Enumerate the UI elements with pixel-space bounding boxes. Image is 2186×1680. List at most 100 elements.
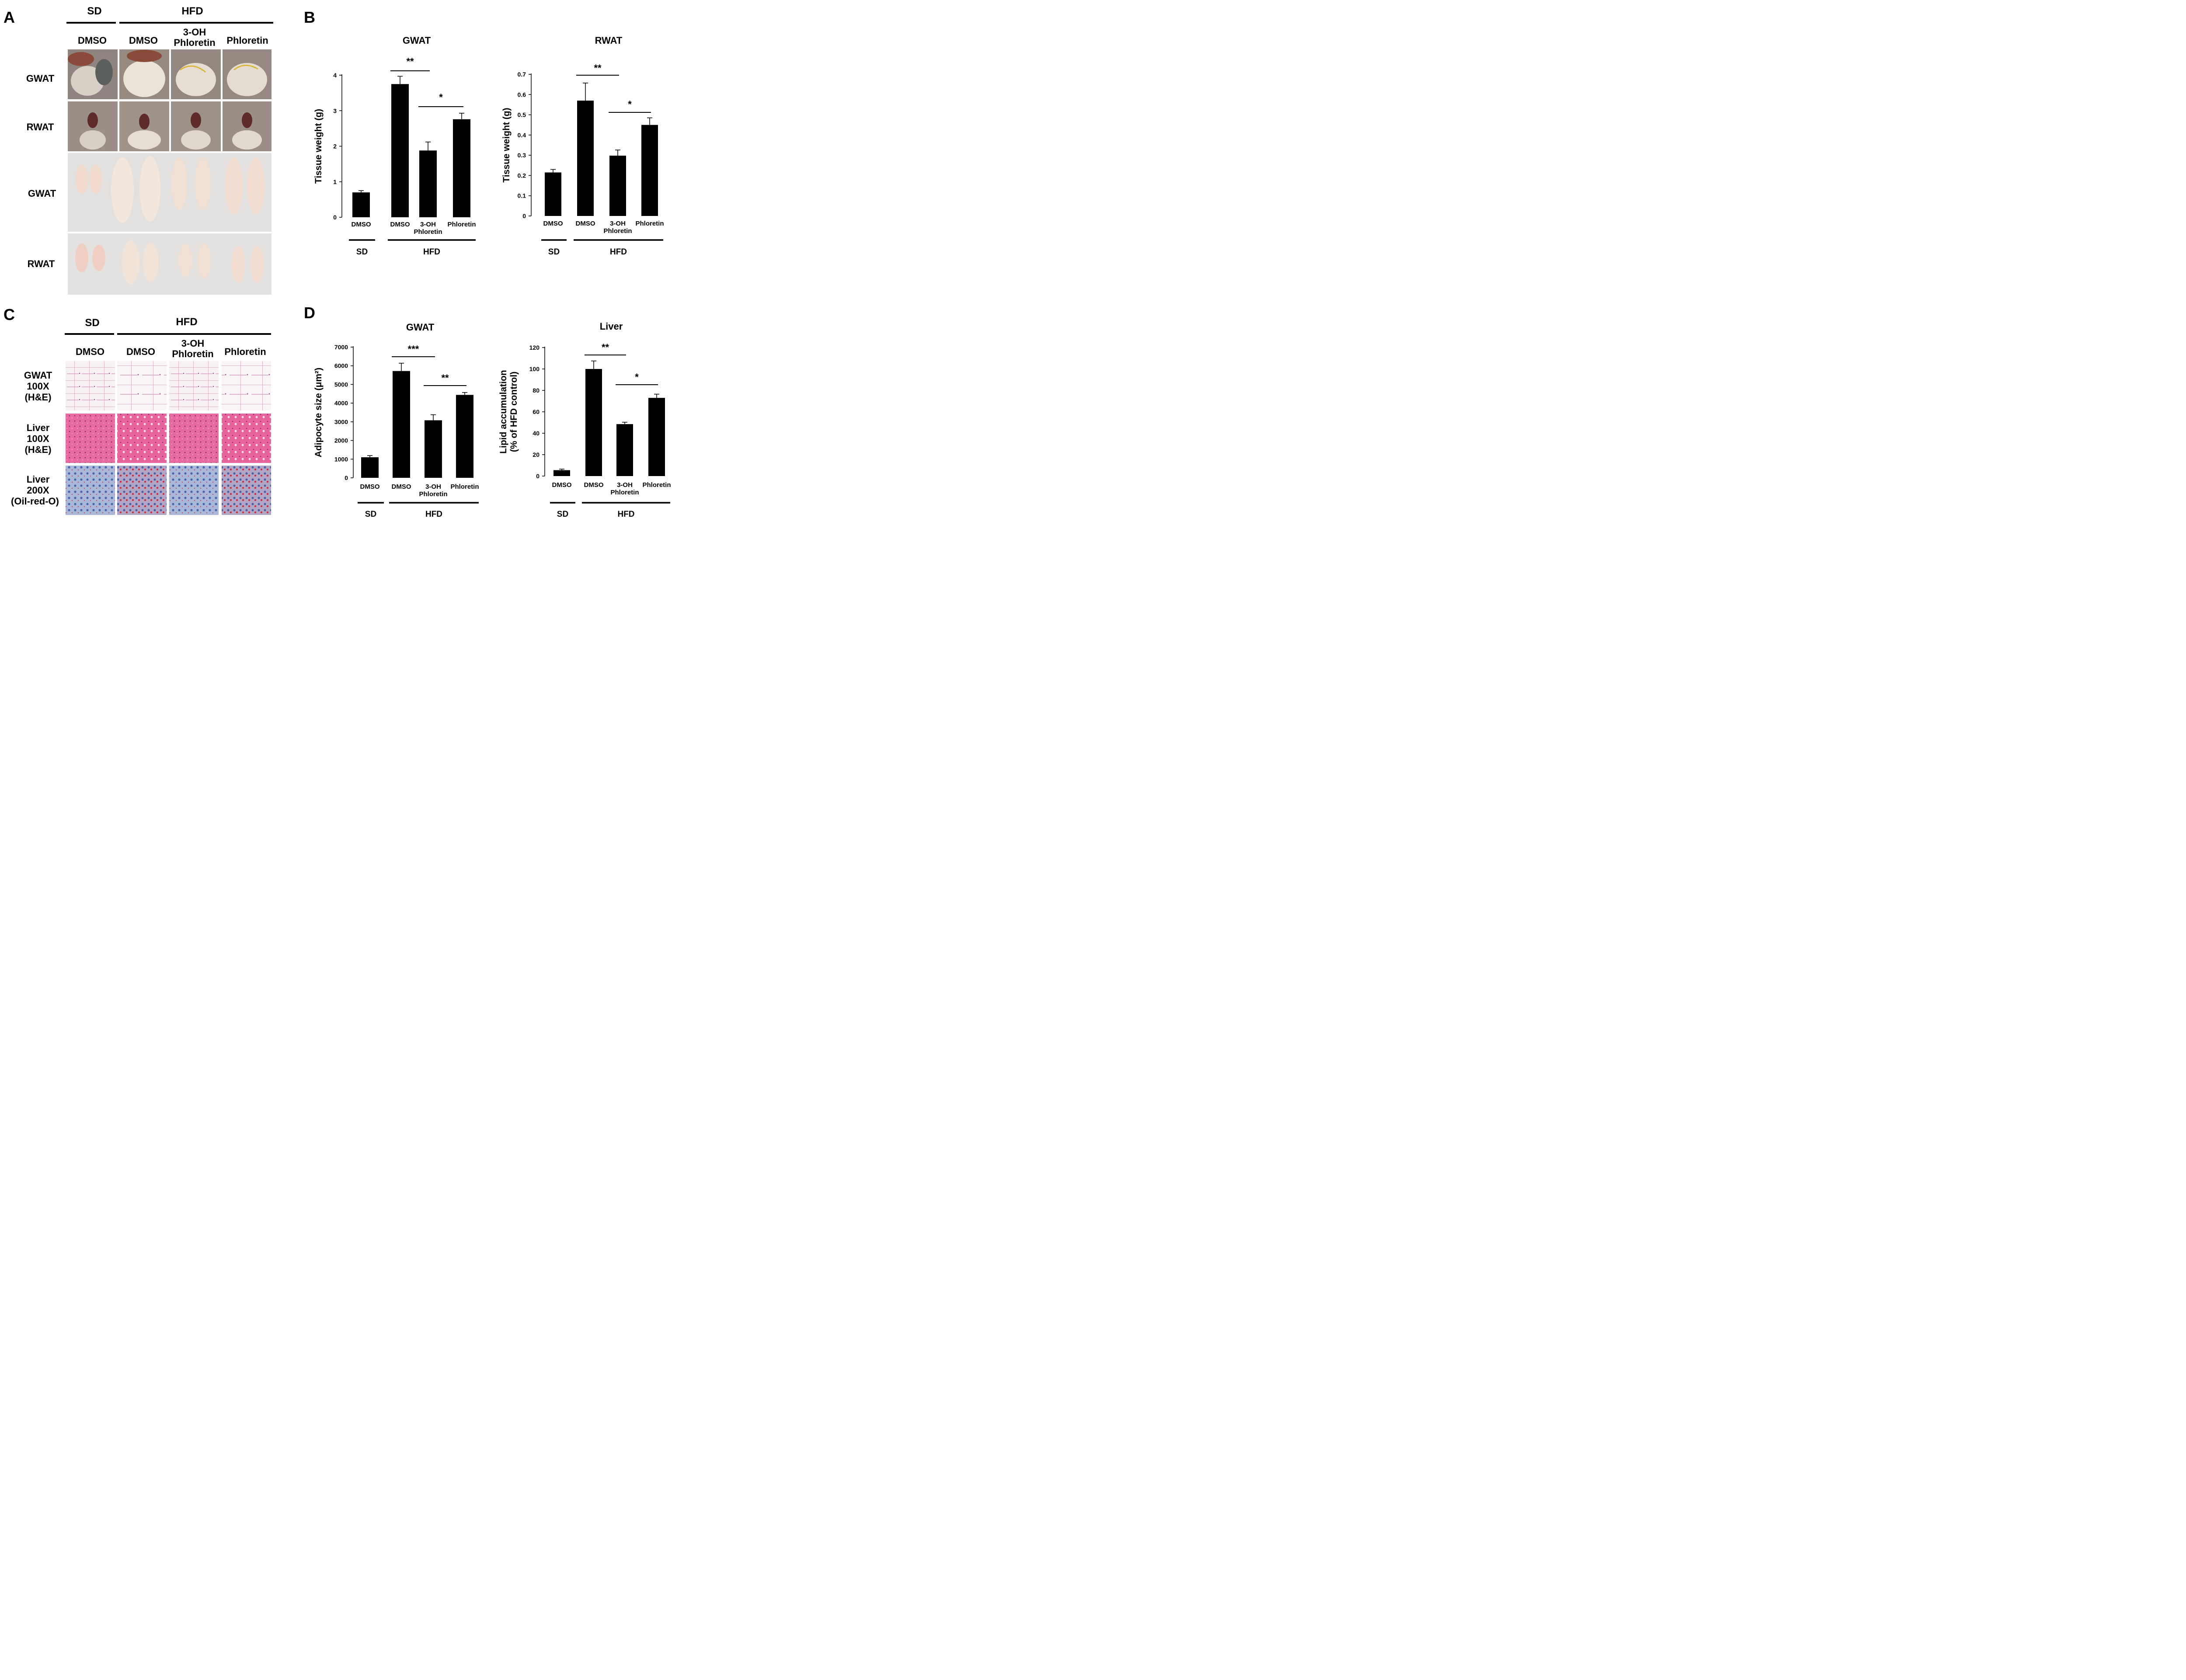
significance-label: **: [406, 56, 414, 67]
y-tick-label: 5000: [334, 381, 348, 388]
panel-a-col-3oh-line1: 3-OH: [183, 27, 206, 38]
y-tick-label: 4000: [334, 400, 348, 407]
y-tick-label: 100: [529, 365, 540, 372]
y-tick-label: 2: [333, 143, 337, 150]
y-tick-label: 60: [533, 408, 540, 415]
svg-text:(H&E): (H&E): [24, 392, 51, 403]
panel-letter-b: B: [304, 8, 315, 26]
chart-d-liver: Liver 0 20 40 60 80 100 120 Lipid accumulation (%…: [498, 321, 671, 519]
group-label: HFD: [617, 510, 634, 519]
svg-text:200X: 200X: [27, 485, 49, 496]
group-label: HFD: [425, 510, 442, 519]
bar: [553, 470, 570, 476]
chart-d-gwat: GWAT 0 1000 2000 3000 4000 5000 6000 7000 Adipocy…: [313, 322, 479, 519]
panel-c-row-label: GWAT 100X (H&E): [24, 370, 52, 403]
panel-letter-c: C: [3, 306, 15, 323]
x-tick-label: DMSO: [390, 221, 410, 228]
bar: [641, 125, 658, 216]
micrograph-liver-oil-3oh: [169, 466, 219, 515]
x-tick-label: 3-OH: [425, 483, 441, 490]
x-tick-label: Phloretin: [414, 228, 442, 236]
panel-c-row-label: Liver 100X (H&E): [24, 422, 51, 455]
y-tick-label: 0.6: [518, 91, 526, 98]
panel-a-row-label: GWAT: [28, 188, 56, 199]
panel-c-col-phloretin: Phloretin: [224, 346, 266, 357]
panel-c-col-hfd-dmso: DMSO: [126, 346, 155, 357]
panel-c-group-hfd: HFD: [176, 316, 197, 328]
bar: [391, 84, 409, 217]
y-tick-label: 6000: [334, 362, 348, 369]
y-axis-label: Tissue weight (g): [313, 109, 324, 184]
significance-label: ***: [408, 344, 419, 355]
y-tick-label: 20: [533, 451, 540, 458]
panel-c-group-sd: SD: [85, 317, 99, 329]
micrograph-liver-he-sd: [66, 414, 115, 463]
micrograph-gwat-hfd: [117, 361, 167, 410]
x-tick-label: Phloretin: [419, 490, 447, 498]
panel-letter-d: D: [304, 304, 315, 322]
x-tick-label: DMSO: [576, 220, 595, 227]
bar: [577, 101, 594, 216]
micrograph-gwat-phloretin: [222, 361, 271, 410]
micrograph-liver-oil-sd: [66, 466, 115, 515]
panel-c-col-3oh-line1: 3-OH: [181, 338, 205, 349]
x-tick-label: Phloretin: [635, 220, 664, 227]
micrograph-gwat-sd: [66, 361, 115, 410]
panel-a-row-label: RWAT: [28, 258, 55, 269]
bar: [585, 369, 602, 476]
group-label: SD: [548, 247, 560, 257]
y-tick-label: 120: [529, 344, 540, 351]
panel-a-group-sd: SD: [87, 5, 101, 17]
x-tick-label: DMSO: [584, 481, 604, 489]
chart-title: GWAT: [403, 35, 431, 46]
y-tick-label: 40: [533, 430, 540, 437]
x-tick-label: DMSO: [360, 483, 380, 490]
panel-c: SD HFD DMSO DMSO 3-OH Phloretin Phloreti…: [11, 316, 271, 515]
y-tick-label: 3: [333, 107, 337, 114]
panel-a: SD HFD DMSO DMSO 3-OH Phloretin Phloreti…: [26, 5, 273, 295]
group-label: SD: [356, 247, 368, 257]
figure-svg: A B C D SD HFD DMSO DMSO 3-OH Phloretin …: [3, 5, 671, 519]
x-tick-label: 3-OH: [617, 481, 633, 489]
panel-letter-a: A: [3, 8, 15, 26]
x-tick-label: Phloretin: [610, 489, 639, 496]
panel-c-col-3oh-line2: Phloretin: [172, 348, 213, 359]
bar: [425, 420, 442, 478]
micrograph-liver-he-phloretin: [222, 414, 271, 463]
bar: [616, 424, 633, 476]
x-tick-label: DMSO: [543, 220, 563, 227]
chart-title: GWAT: [406, 322, 435, 333]
group-label: SD: [557, 510, 568, 519]
significance-label: *: [635, 372, 639, 383]
panel-a-row-label: RWAT: [27, 122, 54, 132]
y-tick-label: 0: [522, 212, 526, 219]
x-tick-label: Phloretin: [450, 483, 479, 490]
x-tick-label: Phloretin: [603, 227, 632, 235]
group-label: HFD: [610, 247, 627, 257]
micrograph-liver-he-3oh: [169, 414, 219, 463]
bar: [361, 457, 379, 478]
bar: [648, 398, 665, 476]
y-tick-label: 7000: [334, 344, 348, 351]
gwat-excised-photo: [68, 153, 272, 232]
x-tick-label: DMSO: [392, 483, 411, 490]
y-tick-label: 4: [333, 72, 337, 79]
gwat-in-situ-photos: [68, 49, 272, 99]
y-axis-label: Lipid accumulation: [498, 370, 508, 453]
micrograph-gwat-3oh: [169, 361, 219, 410]
bar: [419, 150, 437, 217]
x-tick-label: DMSO: [352, 221, 371, 228]
chart-title: Liver: [600, 321, 623, 332]
svg-text:100X: 100X: [27, 381, 49, 392]
x-tick-label: Phloretin: [447, 221, 476, 228]
panel-a-col-sd-dmso: DMSO: [78, 35, 107, 46]
svg-text:Liver: Liver: [27, 422, 50, 433]
micrograph-liver-oil-hfd: [117, 466, 167, 515]
chart-title: RWAT: [595, 35, 623, 46]
bar: [545, 172, 561, 216]
rwat-excised-photo: [68, 233, 272, 295]
significance-label: **: [602, 342, 609, 353]
x-tick-label: 3-OH: [420, 221, 436, 228]
y-axis-label: (% of HFD control): [509, 372, 519, 452]
significance-label: **: [441, 372, 449, 383]
